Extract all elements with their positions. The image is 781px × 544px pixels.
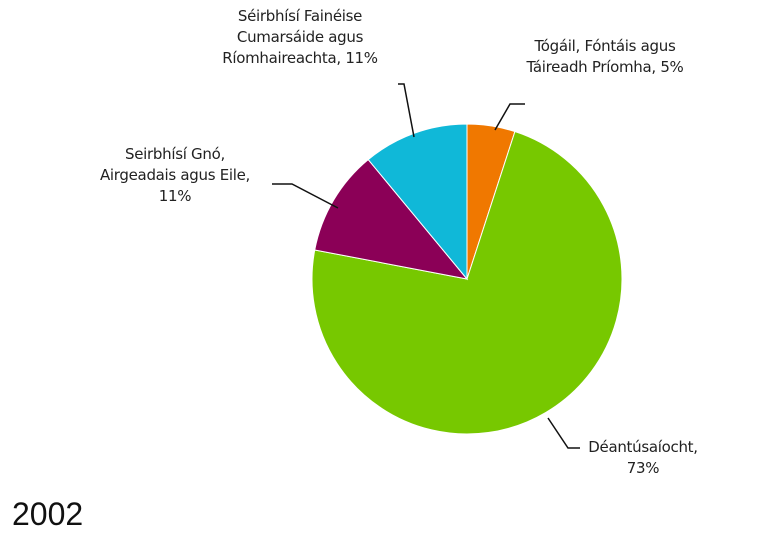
leader-line (272, 183, 339, 209)
pie-slice (311, 130, 623, 435)
leader-lines (272, 83, 580, 449)
data-label: Déantúsaíocht, 73% (588, 438, 698, 477)
leader-line (494, 103, 525, 131)
pie-slice (314, 158, 469, 280)
data-label: Séirbhísí Fainéise Cumarsáide agus Ríomh… (222, 7, 378, 67)
pie-slice (367, 123, 468, 281)
data-label: Tógáil, Fóntáis agus Táireadh Príomha, 5… (526, 37, 684, 76)
chart-title: 2002 (12, 496, 84, 532)
leader-line (398, 83, 415, 138)
leader-line (547, 417, 580, 449)
data-label: Seirbhísí Gnó, Airgeadais agus Eile, 11% (99, 145, 251, 205)
